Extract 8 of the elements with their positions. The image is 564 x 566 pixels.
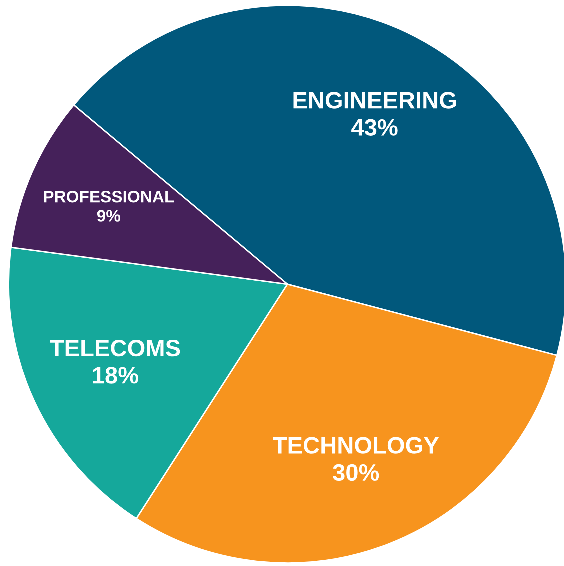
- slice-label: PROFESSIONAL: [44, 190, 174, 203]
- data-label: 18%: [93, 367, 138, 384]
- slice-label: TELECOMS: [50, 340, 180, 357]
- data-label: 30%: [333, 464, 380, 482]
- slice-label: TECHNOLOGY: [273, 437, 440, 454]
- slice-label: ENGINEERING: [294, 92, 456, 109]
- data-label: 43%: [352, 119, 398, 136]
- data-label: 9%: [97, 210, 121, 222]
